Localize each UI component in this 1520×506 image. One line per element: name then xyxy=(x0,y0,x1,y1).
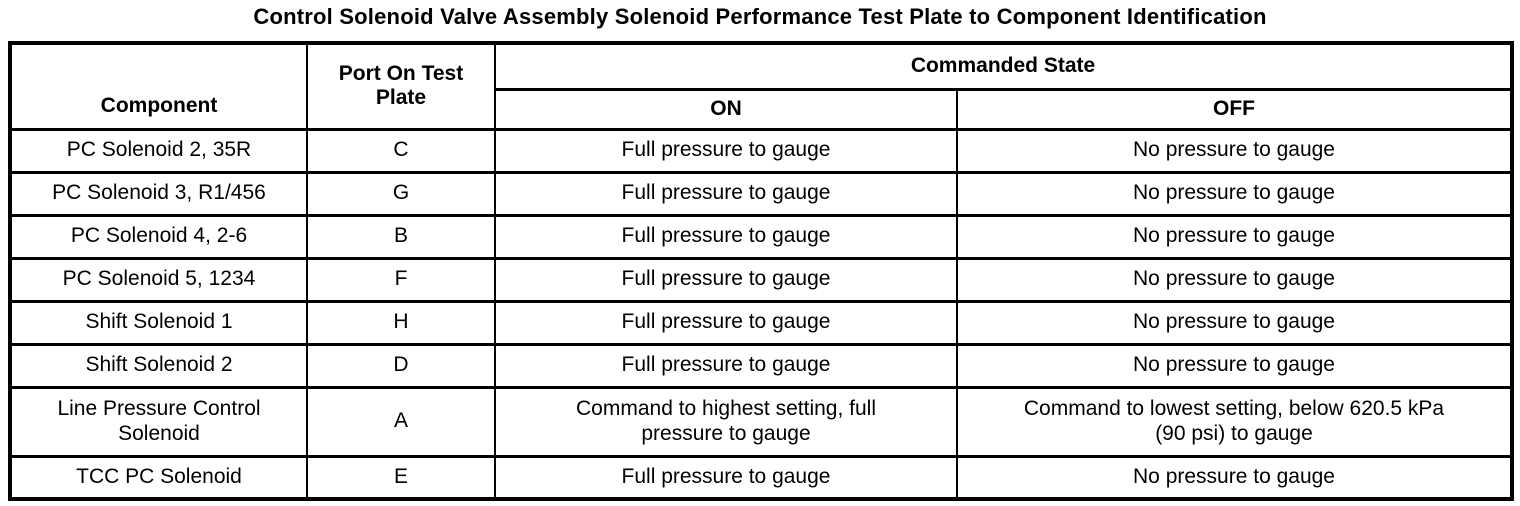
header-component: Component xyxy=(9,41,308,131)
header-row-sub: ON OFF xyxy=(10,87,1513,131)
solenoid-performance-table: Component Port On Test Plate Commanded S… xyxy=(8,41,1514,501)
component-text: TCC PC Solenoid xyxy=(76,465,242,489)
table-header: Component Port On Test Plate Commanded S… xyxy=(9,41,1513,131)
cell-off: Command to lowest setting, below 620.5 k… xyxy=(956,385,1513,458)
cell-component: PC Solenoid 2, 35R xyxy=(9,127,308,174)
on-state-text: Command to highest setting, full pressur… xyxy=(576,397,876,445)
cell-off: No pressure to gauge xyxy=(956,454,1513,501)
cell-port: A xyxy=(306,385,496,458)
component-text: PC Solenoid 3, R1/456 xyxy=(52,181,266,205)
component-text: PC Solenoid 5, 1234 xyxy=(62,267,256,291)
on-state-text: Full pressure to gauge xyxy=(621,224,831,248)
cell-component: Line Pressure Control Solenoid xyxy=(9,385,308,458)
cell-component: TCC PC Solenoid xyxy=(9,454,308,501)
table-row: Shift Solenoid 2 D Full pressure to gaug… xyxy=(9,342,1513,389)
header-off: OFF xyxy=(956,87,1513,131)
page-title: Control Solenoid Valve Assembly Solenoid… xyxy=(253,4,1267,29)
cell-port: H xyxy=(306,299,496,346)
off-state-text: No pressure to gauge xyxy=(1133,310,1335,334)
cell-port: F xyxy=(306,256,496,303)
off-state-text: No pressure to gauge xyxy=(1133,138,1335,162)
component-text: Shift Solenoid 2 xyxy=(85,353,233,377)
header-row-top: Component Port On Test Plate Commanded S… xyxy=(9,41,1513,131)
table-row: TCC PC Solenoid E Full pressure to gauge… xyxy=(9,454,1513,501)
table-body: PC Solenoid 2, 35R C Full pressure to ga… xyxy=(9,127,1513,501)
cell-component: Shift Solenoid 2 xyxy=(9,342,308,389)
cell-off: No pressure to gauge xyxy=(956,342,1513,389)
off-state-text: No pressure to gauge xyxy=(1133,465,1335,489)
table-row: Line Pressure Control Solenoid A Command… xyxy=(9,385,1513,458)
cell-component: PC Solenoid 4, 2-6 xyxy=(9,213,308,260)
cell-port: C xyxy=(306,127,496,174)
cell-on: Command to highest setting, full pressur… xyxy=(494,385,958,458)
header-port-text: Port On Test Plate xyxy=(338,62,464,110)
on-state-text: Full pressure to gauge xyxy=(621,267,831,291)
component-text: PC Solenoid 2, 35R xyxy=(66,138,252,162)
on-state-text: Full pressure to gauge xyxy=(621,465,831,489)
cell-off: No pressure to gauge xyxy=(956,170,1513,217)
cell-on: Full pressure to gauge xyxy=(494,454,958,501)
cell-on: Full pressure to gauge xyxy=(494,342,958,389)
off-state-text: No pressure to gauge xyxy=(1133,267,1335,291)
header-on: ON xyxy=(494,87,958,131)
cell-off: No pressure to gauge xyxy=(956,256,1513,303)
cell-port: D xyxy=(306,342,496,389)
off-state-text: No pressure to gauge xyxy=(1133,181,1335,205)
cell-on: Full pressure to gauge xyxy=(494,299,958,346)
cell-on: Full pressure to gauge xyxy=(494,256,958,303)
table-row: PC Solenoid 2, 35R C Full pressure to ga… xyxy=(9,127,1513,174)
cell-off: No pressure to gauge xyxy=(956,213,1513,260)
cell-on: Full pressure to gauge xyxy=(494,213,958,260)
cell-port: E xyxy=(306,454,496,501)
cell-port: G xyxy=(306,170,496,217)
table-row: PC Solenoid 5, 1234 F Full pressure to g… xyxy=(9,256,1513,303)
table-row: PC Solenoid 3, R1/456 G Full pressure to… xyxy=(9,170,1513,217)
cell-port: B xyxy=(306,213,496,260)
component-text: Shift Solenoid 1 xyxy=(85,310,233,334)
cell-on: Full pressure to gauge xyxy=(494,127,958,174)
header-commanded-state: Commanded State xyxy=(494,41,1513,91)
cell-off: No pressure to gauge xyxy=(956,299,1513,346)
component-text: PC Solenoid 4, 2-6 xyxy=(70,224,248,248)
table-row: PC Solenoid 4, 2-6 B Full pressure to ga… xyxy=(9,213,1513,260)
cell-off: No pressure to gauge xyxy=(956,127,1513,174)
on-state-text: Full pressure to gauge xyxy=(621,353,831,377)
on-state-text: Full pressure to gauge xyxy=(621,181,831,205)
off-state-text: No pressure to gauge xyxy=(1133,224,1335,248)
on-state-text: Full pressure to gauge xyxy=(621,138,831,162)
off-state-text: Command to lowest setting, below 620.5 k… xyxy=(1023,397,1445,445)
on-state-text: Full pressure to gauge xyxy=(621,310,831,334)
header-port-on-test-plate: Port On Test Plate xyxy=(306,41,496,131)
cell-on: Full pressure to gauge xyxy=(494,170,958,217)
off-state-text: No pressure to gauge xyxy=(1133,353,1335,377)
cell-component: PC Solenoid 3, R1/456 xyxy=(9,170,308,217)
table-row: Shift Solenoid 1 H Full pressure to gaug… xyxy=(9,299,1513,346)
component-text: Line Pressure Control Solenoid xyxy=(57,397,261,445)
cell-component: PC Solenoid 5, 1234 xyxy=(9,256,308,303)
cell-component: Shift Solenoid 1 xyxy=(9,299,308,346)
